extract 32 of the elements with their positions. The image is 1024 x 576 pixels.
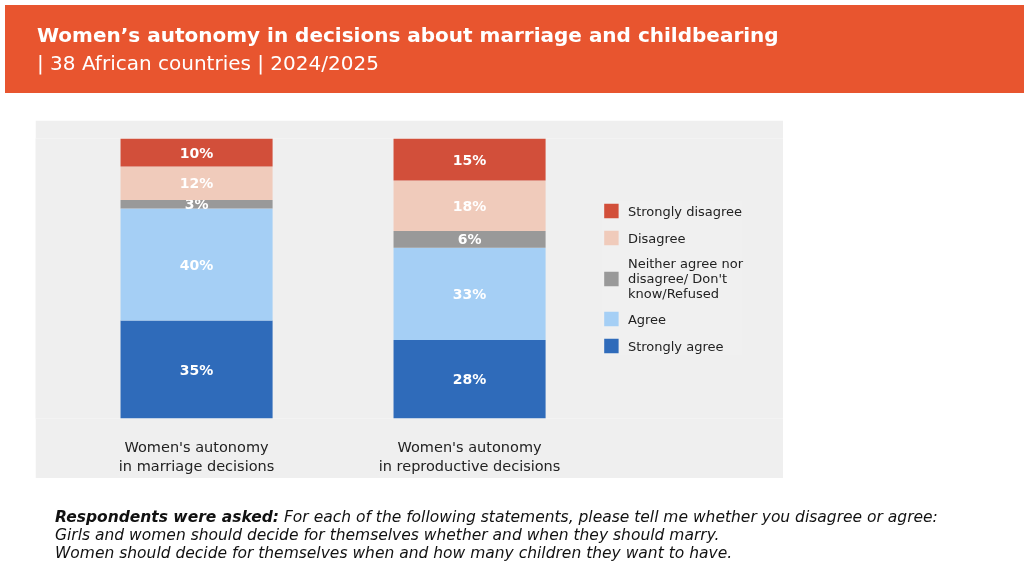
data-label: 15%: [452, 151, 487, 168]
legend-label: Neither agree nor disagree/ Don't know/Refused: [627, 255, 743, 301]
text: Respondents were asked:: [55, 508, 279, 526]
bar: [120, 200, 273, 209]
bar: [393, 230, 546, 248]
bar: [120, 208, 273, 321]
bar: [393, 247, 546, 341]
legend-label: Strongly agree: [627, 338, 724, 353]
text: Girls and women should decide for themselves whether and when they should marry.: [55, 526, 720, 544]
bar: [393, 340, 546, 419]
x-tick-label: Women's autonomy in marriage decisions: [118, 438, 275, 474]
data-label: 6%: [457, 231, 482, 248]
data-label: 10%: [179, 144, 214, 161]
text: Women should decide for themselves when and how many children they want to have.: [55, 544, 733, 562]
x-tick-label: Women's autonomy in reproductive decisions: [378, 438, 561, 474]
bar: [120, 320, 273, 419]
legend-label: Strongly disagree: [627, 203, 743, 218]
data-label: 35%: [179, 361, 214, 378]
chart-subtitle: | 38 African countries | 2024/2025: [37, 50, 380, 77]
legend-label: Agree: [627, 311, 667, 326]
data-label: 33%: [452, 285, 487, 302]
bar: [393, 180, 546, 231]
chart-title: Women’s autonomy in decisions about marriage and childbearing: [37, 22, 780, 49]
data-label: 40%: [179, 256, 214, 273]
bar: [120, 166, 273, 201]
data-label: 12%: [179, 175, 214, 192]
bar: [120, 138, 273, 167]
bar: [393, 138, 546, 181]
legend-label: Disagree: [627, 230, 686, 245]
text: For each of the following statements, please tell me whether you disagree or agree:: [283, 508, 938, 526]
data-label: 28%: [452, 371, 487, 388]
data-label: 18%: [452, 197, 487, 214]
